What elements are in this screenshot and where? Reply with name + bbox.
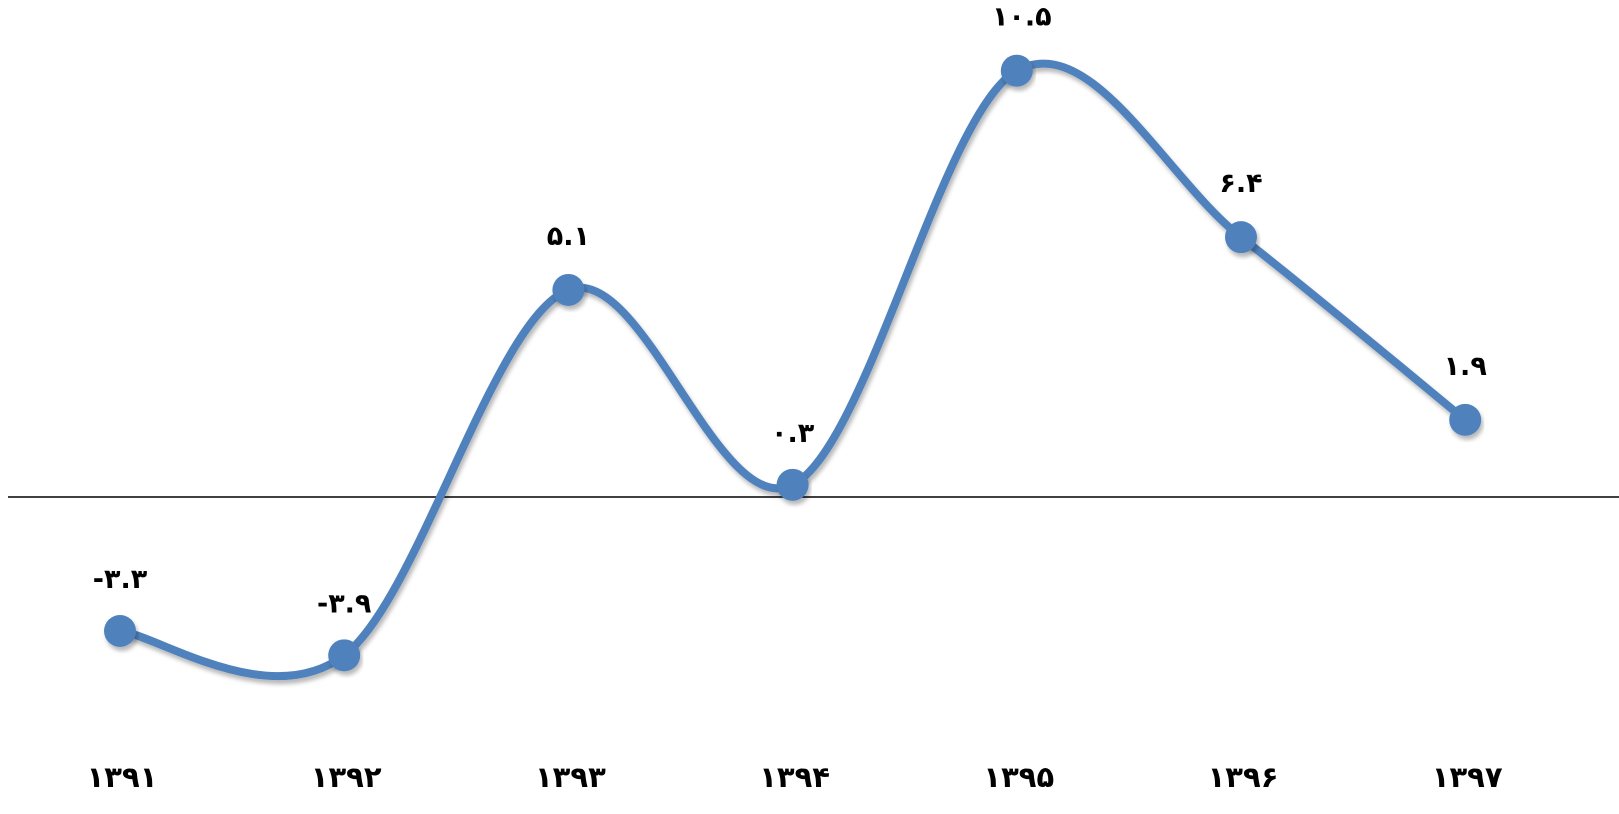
data-point-marker [104, 614, 136, 647]
data-markers [104, 54, 1482, 672]
data-label: ۰.۳ [771, 418, 815, 449]
series-line-group [116, 59, 1470, 680]
data-label: -۳.۹ [317, 588, 371, 619]
x-tick-label: ۱۳۹۴ [759, 760, 830, 794]
data-point-marker [776, 468, 809, 501]
data-point-marker [1449, 403, 1482, 436]
data-point-marker [328, 639, 361, 672]
x-tick-label: ۱۳۹۷ [1432, 760, 1503, 794]
data-label: -۳.۳ [93, 564, 148, 595]
data-label: ۵.۱ [547, 221, 590, 252]
x-tick-label: ۱۳۹۵ [983, 760, 1054, 794]
x-tick-label: ۱۳۹۲ [311, 760, 382, 794]
x-tick-label: ۱۳۹۳ [535, 760, 606, 794]
data-label: ۱۰.۵ [992, 2, 1052, 33]
x-tick-label: ۱۳۹۱ [87, 760, 158, 794]
data-point-marker [1225, 221, 1257, 254]
x-axis-tick-labels: ۱۳۹۱ ۱۳۹۲ ۱۳۹۳ ۱۳۹۴ ۱۳۹۵ ۱۳۹۶ ۱۳۹۷ [87, 760, 1503, 794]
data-label: ۶.۴ [1219, 168, 1262, 199]
data-point-marker [1000, 54, 1033, 87]
series-line [116, 59, 1470, 680]
data-point-marker [552, 273, 585, 306]
data-label: ۱.۹ [1444, 351, 1487, 382]
data-labels: -۳.۳ -۳.۹ ۵.۱ ۰.۳ ۱۰.۵ ۶.۴ ۱.۹ [93, 2, 1487, 620]
x-tick-label: ۱۳۹۶ [1208, 760, 1279, 794]
